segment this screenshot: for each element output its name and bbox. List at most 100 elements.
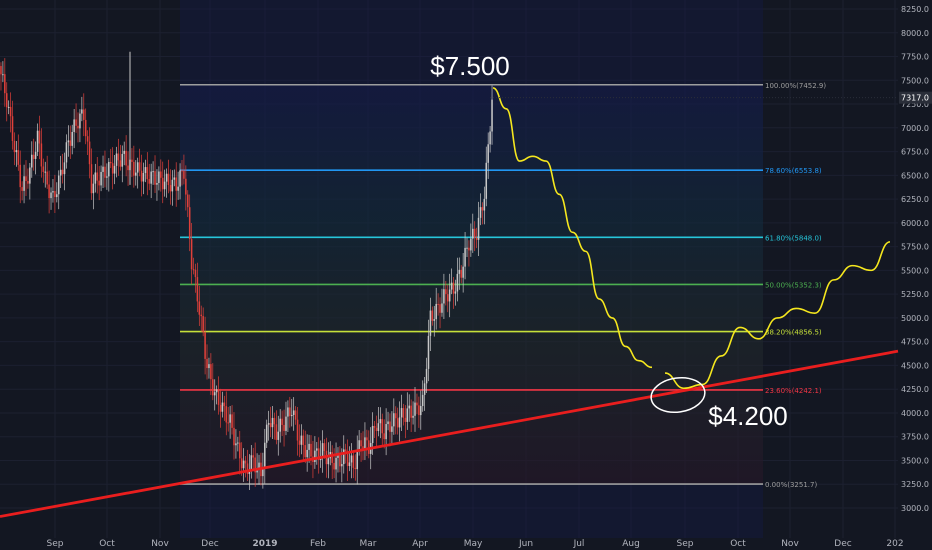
- x-tick-label: Jun: [518, 539, 533, 549]
- y-tick-label: 5250.0: [901, 290, 929, 299]
- candle-body: [375, 427, 378, 431]
- candle-body: [183, 170, 185, 179]
- candle-body: [235, 443, 237, 446]
- candle-body: [281, 418, 283, 425]
- candle-body: [402, 408, 405, 418]
- y-tick-label: 3750.0: [901, 433, 929, 442]
- candle-body: [15, 150, 18, 153]
- candle-body: [13, 140, 16, 153]
- candle-body: [250, 455, 253, 471]
- candle-body: [383, 433, 385, 440]
- candle-body: [414, 402, 416, 416]
- candle-body: [420, 406, 422, 416]
- candle-body: [271, 417, 274, 428]
- candle-body: [412, 415, 414, 418]
- candle-body: [52, 191, 54, 193]
- candle-body: [73, 119, 75, 132]
- candle-body: [317, 448, 320, 461]
- candle-body: [84, 119, 87, 137]
- y-tick-label: 8000.0: [901, 29, 929, 38]
- y-tick-label: 6750.0: [901, 148, 929, 157]
- candle-body: [421, 394, 424, 407]
- candle-body: [443, 289, 445, 304]
- candle-body: [169, 185, 172, 192]
- y-tick-label: 7250.0: [901, 100, 929, 109]
- candle-body: [479, 207, 482, 218]
- candle-body: [134, 172, 137, 176]
- candle-body: [244, 460, 247, 464]
- candle-body: [194, 269, 197, 278]
- y-tick-label: 5750.0: [901, 243, 929, 252]
- candle-body: [115, 153, 118, 166]
- candle-body: [238, 442, 241, 459]
- candle-body: [32, 154, 35, 159]
- candle-body: [48, 184, 50, 199]
- candle-body: [79, 113, 81, 129]
- candle-body: [292, 410, 295, 415]
- candle-body: [175, 177, 177, 191]
- candle-body: [217, 389, 220, 405]
- candle-body: [75, 119, 77, 126]
- y-tick-label: 6500.0: [901, 171, 929, 180]
- candle-body: [150, 171, 152, 184]
- fib-level-label: 50.00%(5352.3): [765, 281, 822, 289]
- candle-body: [92, 183, 95, 194]
- candle-body: [108, 161, 110, 177]
- candle-body: [448, 289, 451, 302]
- candle-body: [225, 406, 228, 423]
- current-price-label: 7317.0: [901, 94, 929, 103]
- candle-body: [491, 99, 493, 132]
- candle-body: [185, 178, 187, 195]
- candle-body: [406, 408, 409, 422]
- candle-body: [377, 423, 380, 431]
- candle-body: [146, 167, 149, 180]
- candle-body: [0, 66, 2, 75]
- candle-body: [464, 247, 466, 267]
- x-tick-label: May: [464, 539, 483, 549]
- candle-body: [460, 269, 462, 278]
- candle-body: [371, 425, 374, 444]
- candle-body: [387, 421, 389, 425]
- candle-body: [127, 165, 129, 171]
- candle-body: [335, 457, 337, 470]
- y-tick-label: 6250.0: [901, 195, 929, 204]
- x-tick-label: 202: [886, 539, 903, 549]
- candle-body: [11, 116, 14, 141]
- candle-body: [316, 448, 318, 451]
- candle-body: [94, 172, 97, 184]
- annotation-4200: $4.200: [708, 401, 788, 431]
- candle-body: [304, 445, 307, 458]
- circle-annotation: [650, 377, 706, 413]
- candle-body: [364, 437, 366, 450]
- y-tick-label: 3000.0: [901, 504, 929, 513]
- candle-body: [425, 368, 428, 384]
- candle-body: [323, 443, 326, 451]
- candle-body: [57, 175, 60, 195]
- candle-body: [179, 170, 181, 187]
- candle-body: [360, 440, 362, 447]
- candle-body: [454, 291, 457, 294]
- candle-body: [142, 172, 145, 182]
- candle-body: [394, 413, 397, 419]
- candle-body: [400, 408, 403, 418]
- candle-body: [368, 440, 370, 454]
- candle-body: [61, 169, 64, 175]
- candle-body: [254, 457, 256, 473]
- candle-body: [242, 460, 245, 469]
- candle-body: [473, 228, 476, 238]
- candle-body: [481, 207, 484, 211]
- candle-body: [34, 151, 37, 159]
- candle-body: [160, 171, 162, 178]
- candle-body: [262, 468, 264, 477]
- candle-body: [362, 446, 364, 450]
- y-tick-label: 6000.0: [901, 219, 929, 228]
- candle-body: [54, 191, 56, 198]
- candle-body: [90, 164, 93, 194]
- candle-body: [285, 416, 287, 431]
- candle-body: [306, 449, 308, 458]
- candle-body: [423, 383, 426, 395]
- y-tick-label: 3250.0: [901, 480, 929, 489]
- candle-body: [458, 269, 461, 274]
- fib-level-label: 61.80%(5848.0): [765, 234, 822, 242]
